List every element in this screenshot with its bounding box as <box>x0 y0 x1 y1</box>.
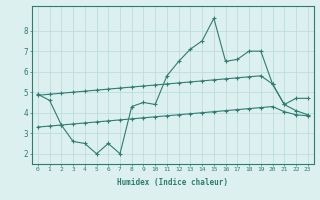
X-axis label: Humidex (Indice chaleur): Humidex (Indice chaleur) <box>117 178 228 187</box>
